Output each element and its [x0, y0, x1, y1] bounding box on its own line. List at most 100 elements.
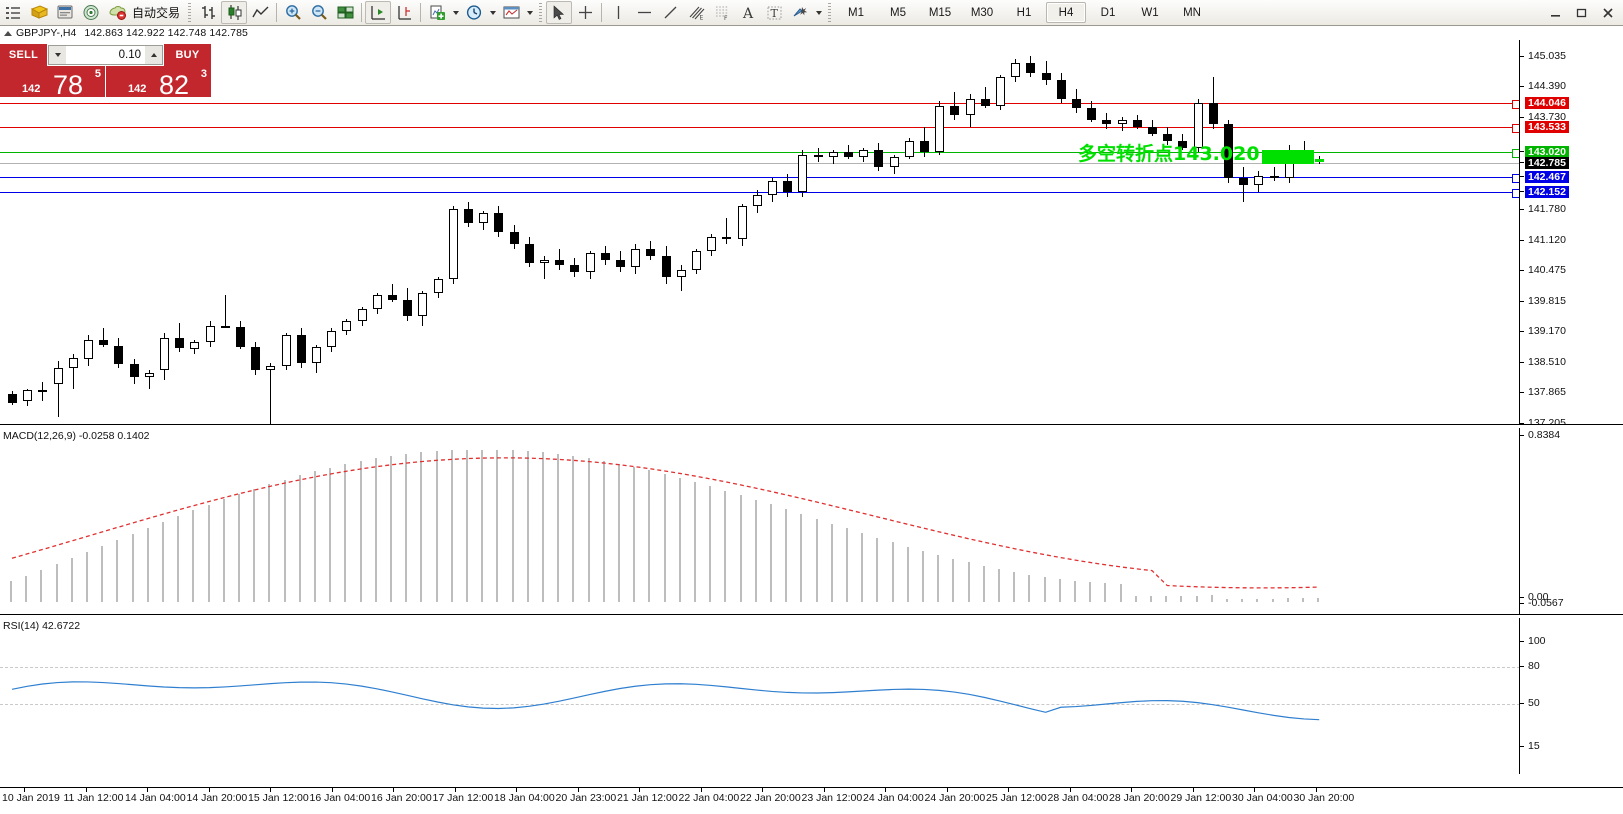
trend-line-icon[interactable]	[657, 1, 683, 24]
price-level-handle[interactable]	[1512, 189, 1520, 199]
timeframe-h1[interactable]: H1	[1016, 6, 1032, 19]
close-icon[interactable]	[1595, 1, 1621, 24]
buy-price[interactable]: 142 82 3	[106, 66, 211, 99]
time-axis[interactable]: 10 Jan 2019 11 Jan 12:00 14 Jan 04:00 14 Ja…	[0, 788, 1623, 814]
macd-plot[interactable]: MACD(12,26,9) -0.0258 0.1402	[0, 428, 1520, 614]
price-level-tag[interactable]: 142.785	[1525, 156, 1569, 169]
drawing-objects-icon[interactable]	[787, 1, 813, 24]
chevron-down-icon[interactable]	[524, 1, 535, 24]
autotrade-label[interactable]: 自动交易	[132, 6, 181, 20]
zoom-out-icon[interactable]	[306, 1, 332, 24]
toolbar-grip[interactable]	[826, 3, 834, 22]
price-level-line[interactable]	[0, 151, 1520, 153]
macd-scale[interactable]: 0.8384 0.00 -0.0567	[1519, 428, 1623, 614]
price-scale[interactable]: 145.035144.390143.730143.020142.785142.4…	[1519, 40, 1623, 429]
price-pane[interactable]: 多空转折点143.020 145.035144.390143.730143.02…	[0, 40, 1623, 429]
chevron-down-icon[interactable]	[487, 1, 498, 24]
trade-panel-prices: 142 78 5 142 82 3	[0, 66, 211, 99]
one-click-trading-panel[interactable]: SELL 0.10 BUY 142 78 5 142 82 3	[0, 44, 211, 99]
volume-increase-icon[interactable]	[145, 46, 162, 64]
macd-histogram-bar	[648, 470, 651, 602]
fibonacci-icon[interactable]: F	[709, 1, 735, 24]
timeframe-d1[interactable]: D1	[1100, 6, 1116, 19]
price-level-tag[interactable]: 142.467	[1525, 171, 1569, 184]
volume-input[interactable]: 0.10	[66, 46, 145, 64]
text-label-icon[interactable]: A	[735, 1, 761, 24]
price-level-line[interactable]	[0, 177, 1520, 179]
chevron-down-icon[interactable]	[813, 1, 824, 24]
chart-area[interactable]: 多空转折点143.020 145.035144.390143.730143.02…	[0, 40, 1623, 814]
terminal-icon[interactable]	[52, 1, 78, 24]
buy-price-prefix: 142	[128, 83, 147, 95]
macd-histogram-bar	[146, 527, 149, 602]
macd-pane[interactable]: MACD(12,26,9) -0.0258 0.1402 0.8384 0.00-…	[0, 428, 1623, 614]
timeframe-mn[interactable]: MN	[1183, 6, 1201, 19]
toolbar-grip[interactable]	[537, 3, 545, 22]
chart-annotation[interactable]: 多空转折点143.020	[1078, 142, 1260, 165]
sell-price-prefix: 142	[22, 83, 41, 95]
price-level-line[interactable]	[0, 127, 1520, 129]
candlestick	[342, 40, 352, 424]
price-level-line[interactable]	[0, 103, 1520, 105]
price-level-tag[interactable]: 144.046	[1525, 97, 1569, 110]
time-label: 22 Jan 04:00	[678, 792, 740, 804]
divider	[601, 3, 603, 22]
price-level-tag[interactable]: 142.152	[1525, 186, 1569, 199]
minimize-icon[interactable]	[1543, 1, 1569, 24]
rsi-plot[interactable]: RSI(14) 42.6722	[0, 618, 1520, 774]
vertical-line-icon[interactable]	[605, 1, 631, 24]
rsi-pane[interactable]: RSI(14) 42.6722 100 80 50 15	[0, 618, 1623, 774]
new-chart-icon[interactable]	[424, 1, 450, 24]
restore-icon[interactable]	[1569, 1, 1595, 24]
templates-icon[interactable]	[498, 1, 524, 24]
text-icon[interactable]: T	[761, 1, 787, 24]
zoom-in-icon[interactable]	[280, 1, 306, 24]
timeframe-h4[interactable]: H4	[1046, 2, 1087, 23]
volume-stepper[interactable]: 0.10	[48, 45, 163, 65]
buy-button[interactable]: BUY	[164, 44, 211, 66]
cursor-icon[interactable]	[546, 1, 573, 24]
rsi-scale[interactable]: 100 80 50 15	[1519, 618, 1623, 774]
toolbar-grip[interactable]	[186, 3, 194, 22]
line-chart-icon[interactable]	[247, 1, 273, 24]
timeframe-w1[interactable]: W1	[1141, 6, 1159, 19]
volume-decrease-icon[interactable]	[49, 46, 66, 64]
macd-histogram-bar	[329, 467, 332, 602]
price-plot[interactable]: 多空转折点143.020	[0, 40, 1520, 424]
price-level-tag[interactable]: 143.020	[1525, 145, 1569, 158]
price-level-line[interactable]	[0, 192, 1520, 194]
candlestick	[205, 40, 215, 424]
price-level-handle[interactable]	[1512, 148, 1520, 158]
tile-windows-icon[interactable]	[332, 1, 358, 24]
candlestick-chart-icon[interactable]	[221, 1, 248, 24]
equidistant-channel-icon[interactable]: E	[683, 1, 709, 24]
chevron-down-icon[interactable]	[450, 1, 461, 24]
chart-shift-icon[interactable]	[391, 1, 417, 24]
crosshair-icon[interactable]	[572, 1, 598, 24]
new-order-icon[interactable]	[26, 1, 52, 24]
list-icon[interactable]	[0, 1, 26, 24]
horizontal-line-icon[interactable]	[631, 1, 657, 24]
expand-triangle-icon[interactable]	[4, 30, 12, 36]
auto-scroll-icon[interactable]	[365, 1, 392, 24]
price-level-handle[interactable]	[1512, 100, 1520, 110]
period-icon[interactable]	[461, 1, 487, 24]
timeframe-m1[interactable]: M1	[848, 6, 864, 19]
price-level-handle[interactable]	[1512, 174, 1520, 184]
sell-price[interactable]: 142 78 5	[0, 66, 105, 99]
bar-chart-icon[interactable]	[195, 1, 221, 24]
price-level-line[interactable]	[0, 162, 1520, 164]
candlestick	[1132, 40, 1142, 424]
sell-button[interactable]: SELL	[0, 44, 47, 66]
macd-histogram-bar	[861, 533, 864, 602]
candlestick	[920, 40, 929, 424]
timeframe-m5[interactable]: M5	[890, 6, 906, 19]
navigator-icon[interactable]	[78, 1, 104, 24]
svg-text:F: F	[724, 15, 728, 21]
candlestick	[570, 40, 580, 424]
timeframe-m30[interactable]: M30	[970, 6, 994, 19]
price-level-handle[interactable]	[1512, 124, 1520, 134]
timeframe-m15[interactable]: M15	[928, 6, 952, 19]
market-watch-icon[interactable]	[104, 1, 130, 24]
price-level-tag[interactable]: 143.533	[1525, 121, 1569, 134]
